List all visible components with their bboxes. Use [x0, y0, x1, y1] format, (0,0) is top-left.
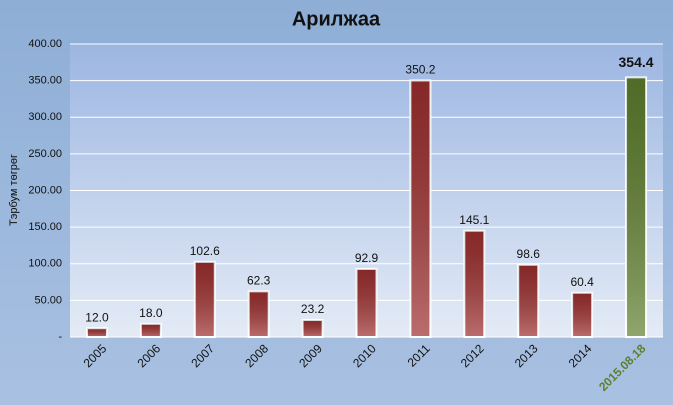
bar-shine — [464, 230, 485, 337]
y-tick-label: 300.00 — [28, 111, 62, 123]
value-label: 62.3 — [247, 274, 271, 288]
value-label: 354.4 — [619, 54, 654, 70]
y-tick-label: 400.00 — [28, 38, 62, 50]
bar-shine — [626, 77, 647, 337]
chart-title: Арилжаа — [292, 8, 381, 30]
y-tick-label: - — [58, 331, 62, 343]
bar-shine — [356, 268, 377, 337]
y-tick-label: 50.00 — [34, 294, 62, 306]
y-tick-label: 100.00 — [28, 258, 62, 270]
bar-shine — [518, 264, 539, 337]
bar-shine — [248, 291, 269, 337]
bar-shine — [302, 320, 323, 337]
value-label: 102.6 — [190, 244, 220, 258]
value-label: 12.0 — [85, 310, 109, 324]
value-label: 60.4 — [570, 275, 594, 289]
value-label: 18.0 — [139, 306, 163, 320]
value-label: 92.9 — [355, 251, 379, 265]
y-tick-label: 350.00 — [28, 75, 62, 87]
bar-shine — [194, 261, 215, 337]
value-label: 98.6 — [517, 247, 541, 261]
bar-shine — [572, 292, 593, 337]
bar-shine — [140, 323, 161, 337]
y-tick-label: 150.00 — [28, 221, 62, 233]
value-label: 23.2 — [301, 302, 325, 316]
bar-shine — [410, 80, 431, 337]
value-label: 145.1 — [459, 213, 489, 227]
value-label: 350.2 — [405, 63, 435, 77]
y-axis-label: Тэрбум төгрөг — [8, 154, 20, 226]
bar-shine — [86, 328, 107, 337]
y-tick-label: 200.00 — [28, 184, 62, 196]
y-tick-label: 250.00 — [28, 148, 62, 160]
